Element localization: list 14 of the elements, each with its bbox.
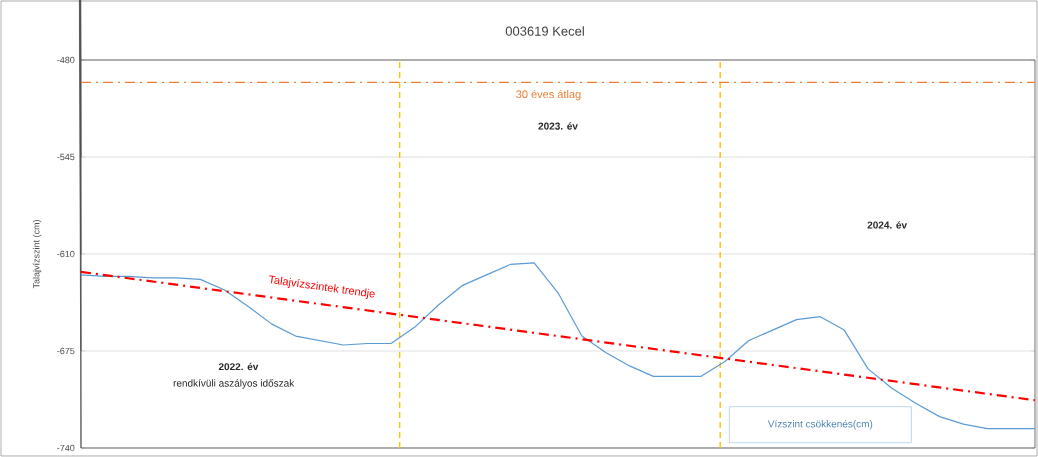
y-tick-label: -480: [57, 56, 75, 64]
chart-title: 003619 Kecel: [505, 26, 584, 36]
y-tick-label: -675: [57, 347, 75, 355]
annotation: 2024. év: [867, 221, 907, 229]
text: Talajvízszintek trendje: [269, 275, 375, 299]
y-tick-label: -740: [57, 444, 75, 452]
annotation: rendkívüli aszályos időszak: [173, 379, 295, 389]
ref-line-label: 30 éves átlag: [516, 89, 581, 101]
annotation: 2022. év: [218, 362, 259, 371]
text: Vízszint csökkenés(cm): [767, 419, 873, 430]
y-tick-label: -610: [57, 250, 75, 258]
y-tick-label: -545: [57, 153, 75, 161]
y-axis-title: Talajvízszint (cm): [32, 220, 42, 289]
annotation: 2023. év: [538, 122, 578, 130]
